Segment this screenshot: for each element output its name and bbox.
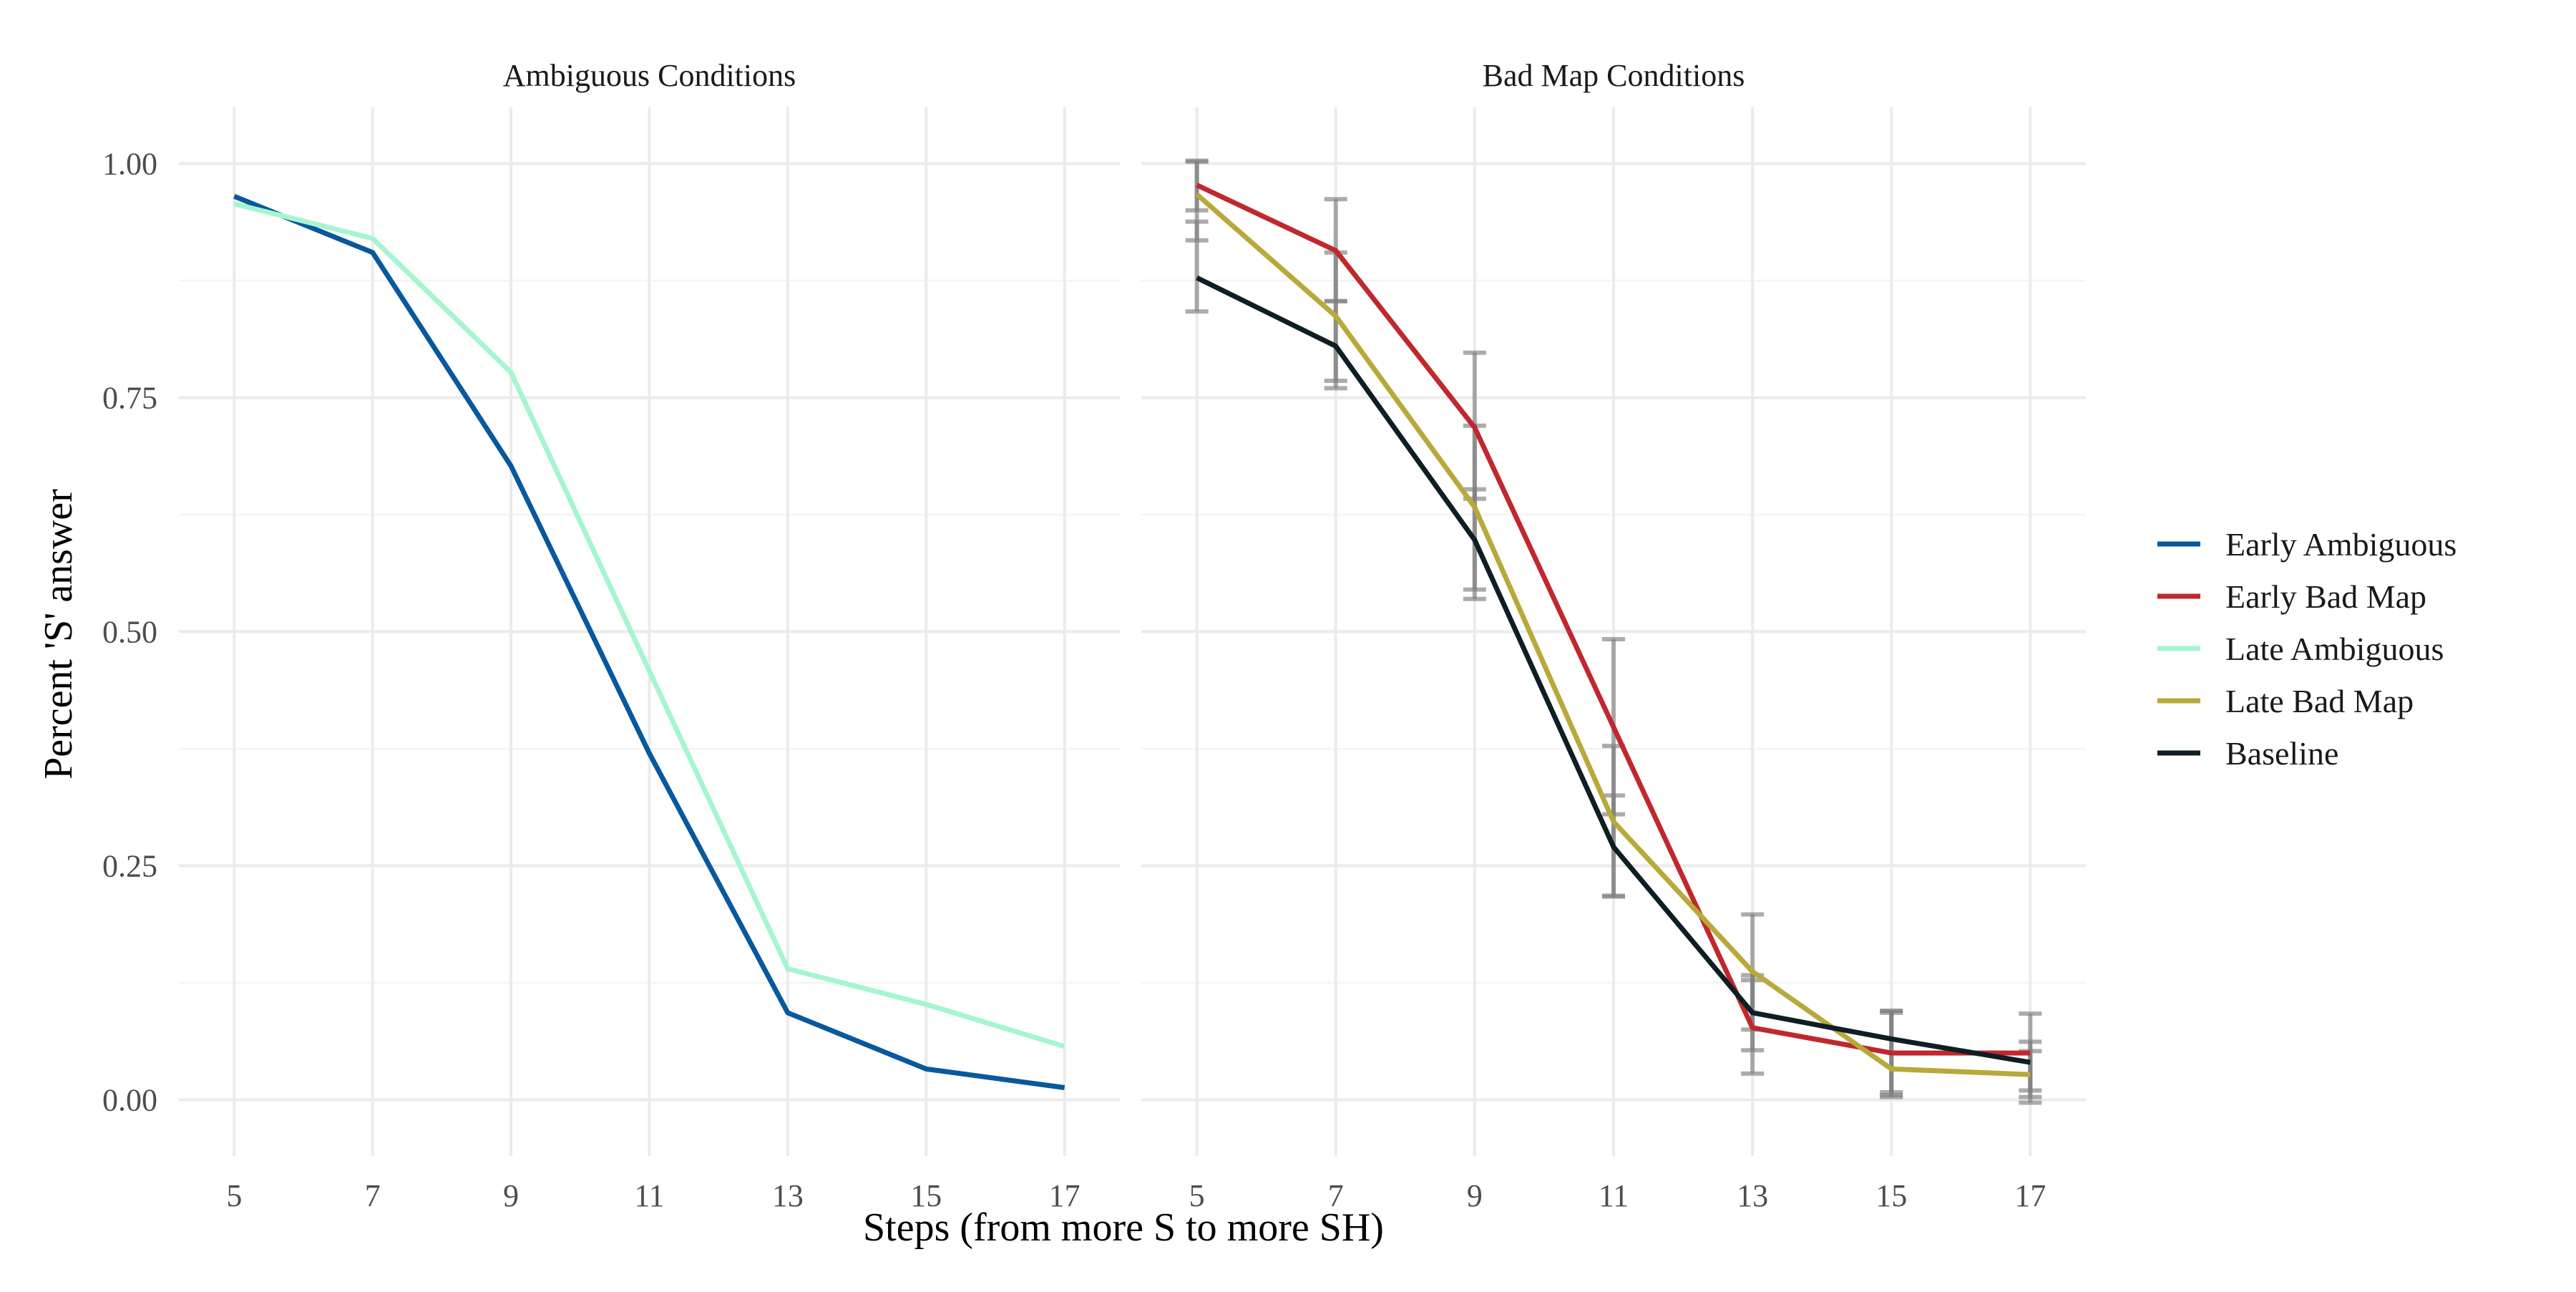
x-tick-label: 11 [634, 1178, 664, 1213]
series-line-late-ambiguous [233, 201, 1065, 1049]
facet-panel-1: Ambiguous Conditions 0.00 0.25 0.50 0.75 1.00… [102, 58, 1120, 1213]
legend-item: Late Ambiguous [2157, 631, 2444, 667]
x-tick-label: 7 [365, 1178, 381, 1213]
x-tick-label: 17 [1049, 1178, 1080, 1213]
facets-layer: Ambiguous Conditions 0.00 0.25 0.50 0.75 1.00… [102, 58, 2086, 1213]
y-tick-label: 0.00 [102, 1083, 157, 1118]
y-tick-label: 0.25 [102, 849, 157, 884]
series-line-late-bad-map [1195, 193, 2031, 1077]
legend-item: Baseline [2157, 735, 2338, 772]
x-tick-label: 5 [226, 1178, 242, 1213]
legend-label: Late Bad Map [2225, 683, 2414, 719]
x-tick-label: 9 [1467, 1178, 1483, 1213]
x-tick-label: 13 [772, 1178, 804, 1213]
x-tick-label: 11 [1599, 1178, 1629, 1213]
x-tick-label: 9 [503, 1178, 519, 1213]
legend-label: Early Ambiguous [2225, 526, 2457, 563]
series-line-baseline [1196, 275, 2031, 1065]
y-tick-label: 1.00 [102, 146, 157, 181]
series-line-early-bad-map [1196, 183, 2031, 1056]
x-tick-label: 17 [2014, 1178, 2046, 1213]
facet-title: Bad Map Conditions [1483, 58, 1745, 93]
x-tick-label: 13 [1737, 1178, 1768, 1213]
legend-item: Early Ambiguous [2157, 526, 2457, 563]
x-tick-label: 15 [910, 1178, 942, 1213]
legend-item: Early Bad Map [2157, 578, 2426, 615]
x-axis-title: Steps (from more S to more SH) [863, 1205, 1384, 1250]
y-axis-title: Percent 'S' answer [36, 489, 81, 779]
error-bar [1185, 219, 1209, 314]
x-tick-label: 7 [1328, 1178, 1344, 1213]
legend-label: Early Bad Map [2225, 578, 2426, 615]
legend-label: Baseline [2225, 735, 2338, 772]
facet-title: Ambiguous Conditions [503, 58, 796, 93]
x-tick-label: 15 [1875, 1178, 1907, 1213]
y-tick-label: 0.50 [102, 615, 157, 650]
y-tick-label: 0.75 [102, 380, 157, 415]
legend-label: Late Ambiguous [2225, 631, 2444, 667]
legend-item: Late Bad Map [2157, 683, 2414, 719]
facet-panel-2: Bad Map Conditions 5 7 9 11 13 15 17 [1141, 58, 2086, 1213]
series-line-early-ambiguous [233, 194, 1065, 1090]
legend: Early Ambiguous Early Bad Map Late Ambiguo… [2157, 526, 2457, 772]
x-tick-label: 5 [1189, 1178, 1205, 1213]
